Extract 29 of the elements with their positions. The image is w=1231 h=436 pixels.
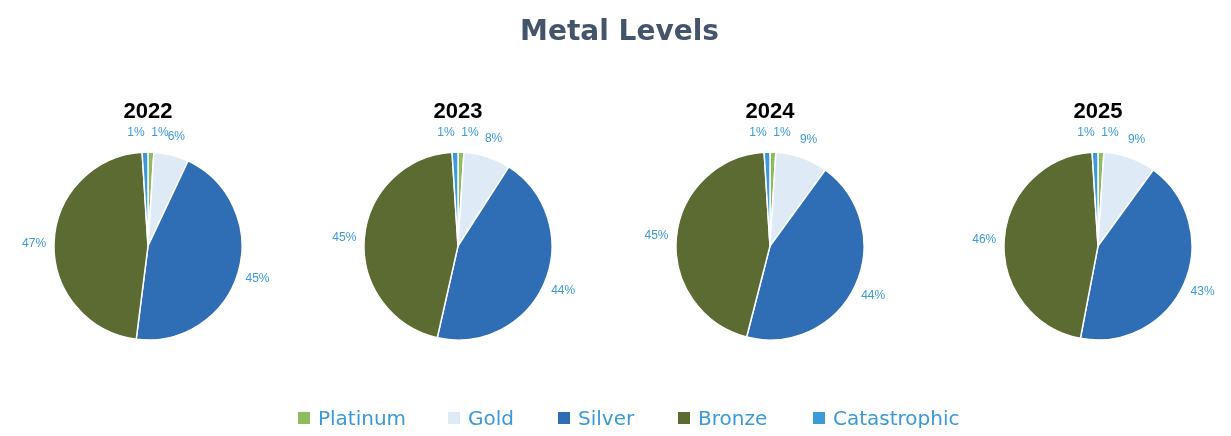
- data-label: 45%: [644, 228, 669, 243]
- data-label: 9%: [1127, 131, 1146, 146]
- data-label: 1%: [749, 125, 767, 140]
- data-label: 1%: [1101, 125, 1119, 140]
- chart-title: 2025: [1073, 98, 1123, 123]
- data-label: 1%: [151, 125, 169, 140]
- data-label: 1%: [127, 125, 145, 140]
- legend-label: Platinum: [318, 406, 407, 430]
- legend-label: Gold: [468, 406, 514, 430]
- legend-label: Silver: [578, 406, 635, 430]
- data-label: 44%: [861, 287, 886, 302]
- data-label: 8%: [484, 130, 503, 145]
- data-label: 1%: [461, 125, 479, 140]
- data-label: 44%: [551, 283, 576, 298]
- data-label: 46%: [972, 232, 997, 247]
- data-label: 1%: [773, 125, 791, 140]
- data-label: 6%: [167, 128, 186, 143]
- text: Metal Levels: [520, 14, 719, 47]
- data-label: 45%: [332, 230, 357, 245]
- legend-label: Bronze: [698, 406, 768, 430]
- data-label: 1%: [1077, 125, 1095, 140]
- chart-title: 2023: [433, 98, 483, 123]
- data-label: 47%: [22, 235, 47, 250]
- chart-title: 2022: [123, 98, 173, 123]
- data-label: 9%: [799, 131, 818, 146]
- data-label: 45%: [245, 271, 270, 285]
- data-label: 43%: [1190, 284, 1215, 299]
- data-label: 1%: [437, 125, 455, 140]
- chart-title: 2024: [745, 98, 796, 123]
